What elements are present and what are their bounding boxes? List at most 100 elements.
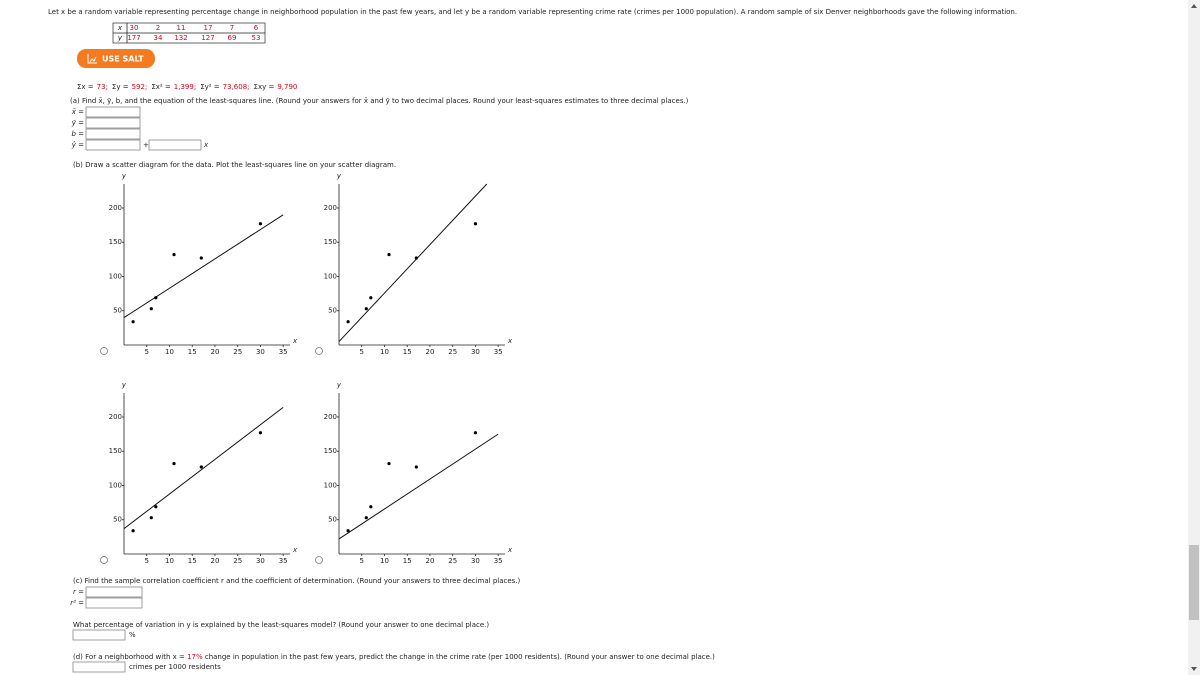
x-tick-label: 5 — [360, 557, 364, 565]
y-axis-label: y — [336, 172, 342, 180]
field-label: ȳ = — [71, 119, 84, 127]
table-cell: 53 — [252, 34, 261, 42]
scroll-down[interactable] — [1191, 667, 1197, 671]
field-label: b = — [71, 130, 84, 138]
scatter-point — [258, 222, 263, 226]
scatter-point — [149, 516, 153, 520]
regression-line — [338, 433, 499, 540]
table-cell: 11 — [177, 24, 186, 32]
part-a-prompt: (a) Find x̄, ȳ, b, and the equation of t… — [70, 97, 689, 105]
scroll-up[interactable] — [1191, 4, 1197, 8]
sum-label: Σx = — [77, 83, 94, 91]
y-tick-label: 50 — [328, 307, 337, 315]
salt-label: USE SALT — [102, 55, 144, 64]
x-value: 17% — [187, 653, 203, 661]
scatter-point — [346, 529, 350, 533]
sum-value: 9,790 — [277, 83, 297, 91]
scatter-point — [172, 252, 176, 257]
scatter-point — [154, 505, 158, 509]
x-axis-label: x — [507, 337, 513, 345]
scatter-point — [369, 505, 373, 509]
y-tick-label: 200 — [109, 413, 122, 421]
x-tick-label: 10 — [380, 348, 389, 356]
input-box[interactable] — [85, 128, 141, 140]
table-header: x — [117, 24, 123, 32]
radio-button[interactable] — [315, 556, 323, 564]
scroll-thumb[interactable] — [1189, 545, 1199, 620]
x-tick-label: 15 — [403, 348, 412, 356]
table-cell: 17 — [204, 24, 213, 32]
x-tick-label: 20 — [210, 348, 219, 356]
x-tick-label: 35 — [279, 557, 288, 565]
sum-value: 73,608; — [223, 83, 250, 91]
table-cell: 177 — [127, 34, 140, 42]
input-box[interactable] — [72, 661, 126, 673]
x-tick-label: 10 — [380, 557, 389, 565]
x-tick-label: 15 — [188, 557, 197, 565]
scrollbar[interactable] — [1188, 0, 1200, 675]
radio-button[interactable] — [315, 347, 323, 355]
field-label: r² = — [70, 599, 84, 607]
table-cell: 2 — [156, 24, 160, 32]
table-cell: 7 — [230, 24, 234, 32]
scatter-point — [154, 296, 158, 300]
y-tick-label: 150 — [324, 447, 337, 455]
x-tick-label: 10 — [165, 557, 174, 565]
scatter-point — [346, 320, 350, 324]
x-tick-label: 20 — [210, 557, 219, 565]
answer-unit: crimes per 1000 residents — [129, 663, 221, 671]
regression-line — [123, 406, 284, 530]
x-tick-label: 25 — [448, 557, 457, 565]
prompt-end: change in population in the past few yea… — [203, 653, 716, 661]
regression-line — [123, 214, 284, 319]
sum-value: 592; — [132, 83, 148, 91]
part-d-prompt: (d) For a neighborhood with x = 17% chan… — [73, 653, 715, 661]
x-tick-label: 25 — [233, 557, 242, 565]
field-label: ŷ = — [71, 141, 84, 149]
y-tick-label: 100 — [109, 272, 122, 280]
y-tick-label: 100 — [109, 481, 122, 489]
scatter-point — [199, 256, 203, 260]
radio-button[interactable] — [100, 556, 108, 564]
x-tick-label: 30 — [471, 348, 480, 356]
y-tick-label: 200 — [109, 204, 122, 212]
percent-unit: % — [129, 631, 136, 639]
scatter-point — [149, 307, 153, 311]
x-suffix: x — [203, 141, 209, 149]
sum-value: 73; — [97, 83, 108, 91]
input-box[interactable] — [72, 629, 126, 641]
part-c-prompt: (c) Find the sample correlation coeffici… — [73, 577, 521, 585]
input-box[interactable] — [85, 597, 143, 609]
scatter-point — [473, 431, 478, 435]
x-tick-label: 5 — [145, 348, 149, 356]
input-box[interactable] — [148, 139, 202, 151]
y-tick-label: 200 — [324, 413, 337, 421]
x-tick-label: 25 — [233, 348, 242, 356]
input-box[interactable] — [85, 117, 141, 129]
sum-value: 1,399; — [174, 83, 196, 91]
y-axis-label: y — [121, 172, 127, 180]
x-tick-label: 20 — [425, 557, 434, 565]
y-tick-label: 100 — [324, 272, 337, 280]
x-tick-label: 35 — [494, 557, 503, 565]
radio-button[interactable] — [100, 347, 108, 355]
y-tick-label: 200 — [324, 204, 337, 212]
x-tick-label: 30 — [256, 348, 265, 356]
input-box[interactable] — [85, 586, 143, 598]
scatter-point — [387, 252, 391, 257]
scatter-point — [414, 465, 418, 469]
y-tick-label: 100 — [324, 481, 337, 489]
table-cell: 127 — [201, 34, 214, 42]
scatter-point — [131, 320, 135, 324]
percent-prompt: What percentage of variation in y is exp… — [73, 621, 489, 629]
x-tick-label: 30 — [471, 557, 480, 565]
regression-line — [338, 183, 488, 342]
y-axis-label: y — [336, 381, 342, 389]
scatter-point — [131, 529, 135, 533]
part-b-prompt: (b) Draw a scatter diagram for the data.… — [73, 161, 396, 169]
input-box[interactable] — [85, 139, 141, 151]
y-tick-label: 50 — [113, 516, 122, 524]
input-box[interactable] — [85, 106, 141, 118]
sum-label: Σy² = — [200, 83, 220, 91]
